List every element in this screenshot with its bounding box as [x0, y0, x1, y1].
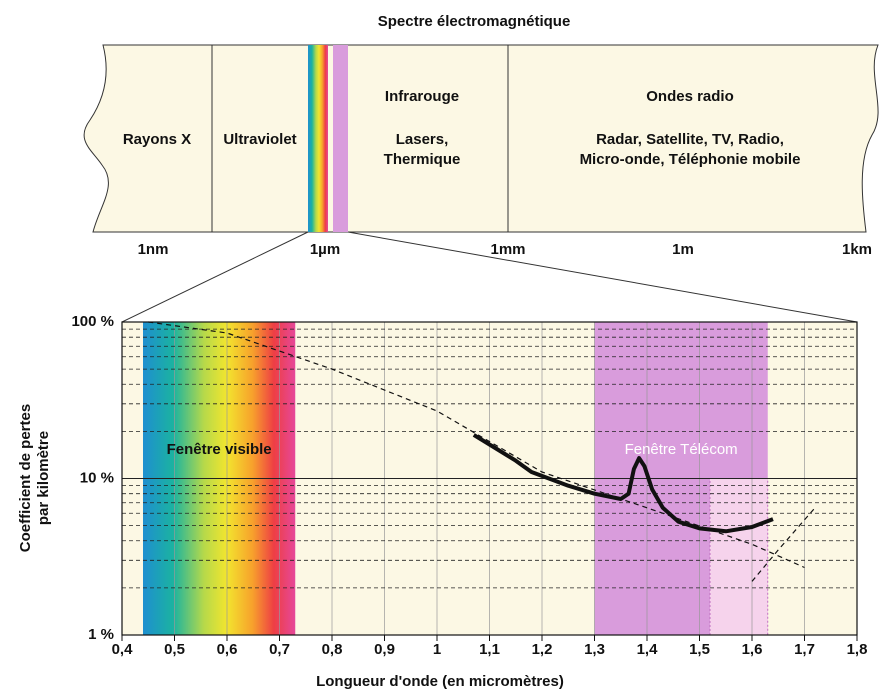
x-tick-label: 1,1 [479, 641, 500, 658]
chart: Longueur d'onde (en micromètres) Coeffic… [17, 313, 867, 690]
x-tick-label: 0,7 [269, 641, 290, 658]
spectrum-title: Spectre électromagnétique [378, 13, 571, 30]
scale-label: 1km [842, 241, 872, 258]
region-label: Infrarouge [385, 88, 459, 105]
scale-label: 1mm [490, 241, 525, 258]
x-tick-label: 1,2 [532, 641, 553, 658]
x-tick-label: 1,8 [847, 641, 868, 658]
y-tick-label: 10 % [80, 469, 114, 486]
zoom-line [121, 231, 309, 323]
ir-strip [333, 45, 348, 232]
x-tick-label: 0,6 [217, 641, 238, 658]
scale-label: 1m [672, 241, 694, 258]
region-detail: Radar, Satellite, TV, Radio, [596, 131, 784, 148]
x-tick-label: 1,3 [584, 641, 605, 658]
region-detail: Lasers, [396, 131, 449, 148]
band-label: Fenêtre Télécom [625, 441, 738, 458]
region-detail: Micro-onde, Téléphonie mobile [580, 151, 801, 168]
region-label: Rayons X [123, 131, 191, 148]
scale-label: 1nm [138, 241, 169, 258]
x-tick-label: 1,4 [637, 641, 659, 658]
region-detail: Thermique [384, 151, 461, 168]
highlight [709, 478, 769, 636]
x-tick-label: 0,4 [112, 641, 134, 658]
scale-label: 1µm [310, 241, 340, 258]
loss-curve [751, 507, 816, 582]
zoom-line [347, 231, 858, 323]
region-label: Ondes radio [646, 88, 734, 105]
loss-curve [472, 433, 774, 534]
spectrum: Spectre électromagnétique Rayons X Ultra… [83, 13, 879, 323]
x-tick-label: 0,9 [374, 641, 395, 658]
x-tick-label: 1,7 [794, 641, 815, 658]
y-tick-label: 1 % [88, 626, 114, 643]
y-axis-label: par kilomètre [35, 431, 52, 525]
spectrum-band [83, 44, 879, 233]
x-axis-label: Longueur d'onde (en micromètres) [316, 673, 564, 690]
plot-frame [121, 321, 858, 636]
x-tick-label: 1,5 [689, 641, 710, 658]
y-axis-label: Coefficient de pertes [17, 404, 34, 552]
x-tick-label: 0,8 [322, 641, 343, 658]
loss-curve [148, 321, 805, 569]
x-tick-label: 0,5 [164, 641, 185, 658]
visible-strip [308, 45, 328, 232]
x-tick-label: 1 [433, 641, 441, 658]
region-label: Ultraviolet [223, 131, 296, 148]
y-tick-label: 100 % [71, 313, 114, 330]
band-label: Fenêtre visible [167, 441, 272, 458]
x-tick-label: 1,6 [742, 641, 763, 658]
